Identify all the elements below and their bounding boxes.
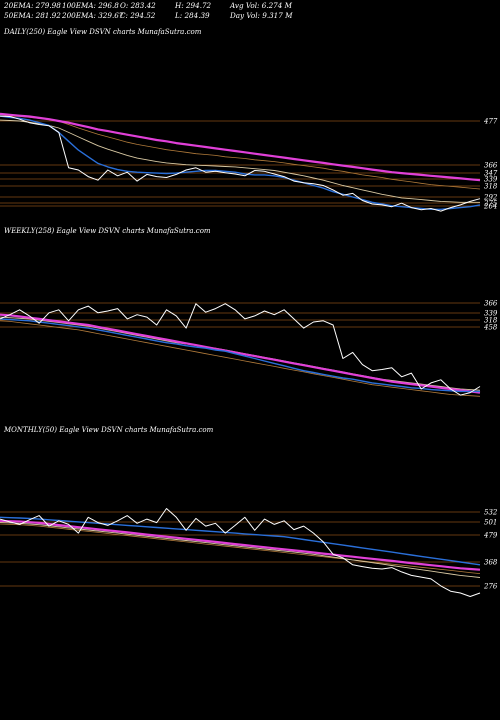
ema-mid1-line [0, 119, 480, 203]
level-label: 276 [483, 583, 498, 591]
ema-mid1-line [0, 522, 481, 578]
header-20ema: 20EMA: 279.98 [3, 1, 61, 10]
ema-slow-line [0, 519, 481, 571]
level-label: 477 [483, 118, 498, 126]
header-open: O: 283.42 [120, 1, 156, 10]
header-50ema: 50EMA: 281.92 [4, 11, 61, 20]
level-label: 339 [484, 310, 498, 318]
daily-panel-title: DAILY(250) Eagle View DSVN charts Munafa… [3, 28, 202, 36]
price-line [0, 115, 481, 212]
weekly-panel-title: WEEKLY(258) Eagle View DSVN charts Munaf… [4, 227, 211, 235]
header-close: C: 294.52 [120, 11, 156, 20]
level-label: 479 [483, 532, 498, 540]
ema-mid2-line [0, 115, 481, 190]
level-label: 368 [484, 559, 498, 567]
level-label: 366 [484, 300, 498, 308]
header-avg-vol: Avg Vol: 6.274 M [229, 1, 293, 10]
level-label: 292 [483, 194, 498, 202]
monthly-panel-title: MONTHLY(50) Eagle View DSVN charts Munaf… [3, 426, 214, 434]
header-high: H: 294.72 [174, 1, 212, 10]
ema-slow-line [0, 313, 481, 394]
level-label: 501 [484, 519, 497, 527]
level-label: 366 [484, 162, 498, 170]
level-label: 264 [483, 203, 497, 211]
header-100ema: 100EMA: 296.8 [62, 1, 119, 10]
header-low: L: 284.39 [174, 11, 210, 20]
header-200ema: 200EMA: 329.67 [61, 11, 124, 20]
level-label: 347 [484, 170, 498, 178]
level-label: 532 [484, 509, 498, 517]
price-line [0, 508, 481, 597]
ema-fast-line [0, 115, 481, 211]
ema-mid2-line [0, 320, 481, 397]
level-label: 275 [483, 200, 498, 208]
plot-layer: 4773663473393182922752643663393184585325… [0, 112, 498, 597]
level-label: 458 [483, 324, 498, 332]
ema-fast-line [0, 318, 480, 393]
level-label: 339 [484, 176, 498, 184]
header-day-vol: Day Vol: 9.317 M [229, 11, 293, 20]
level-label: 318 [484, 183, 498, 191]
level-label: 318 [484, 317, 498, 325]
price-line [0, 303, 481, 396]
indicator-header: 20EMA: 279.98 100EMA: 296.8 O: 283.42 H:… [3, 1, 293, 20]
ema-fast-line [0, 516, 481, 566]
ema-slow-line [0, 112, 481, 182]
